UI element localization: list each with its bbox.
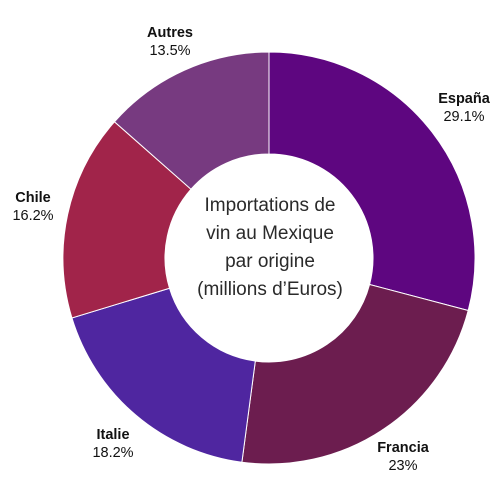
label-italie-value: 18.2% [92, 445, 134, 461]
label-francia-value: 23% [388, 458, 418, 474]
label-italie: Italie 18.2% [78, 426, 148, 462]
label-chile: Chile 16.2% [0, 189, 66, 225]
label-italie-category: Italie [96, 427, 130, 443]
label-chile-value: 16.2% [12, 208, 54, 224]
label-francia: Francia 23% [368, 439, 438, 475]
label-autres-value: 13.5% [149, 43, 191, 59]
label-autres: Autres 13.5% [134, 24, 206, 60]
chart-title-line-1: Importations de [204, 195, 336, 216]
slice-francia [241, 283, 469, 465]
donut-hole [165, 154, 373, 362]
label-autres-category: Autres [147, 25, 193, 41]
slice-espana [268, 51, 476, 312]
label-espana-category: España [438, 91, 490, 107]
chart-title-line-2: vin au Mexique [206, 223, 334, 244]
label-espana-value: 29.1% [443, 109, 485, 125]
label-chile-category: Chile [15, 190, 51, 206]
label-espana: España 29.1% [428, 90, 500, 126]
chart-title-line-4: (millions d’Euros) [197, 279, 343, 300]
chart-title-line-3: par origine [225, 251, 315, 272]
chart-title: Importations de vin au Mexique par origi… [168, 192, 372, 304]
slice-chile [62, 121, 192, 319]
label-francia-category: Francia [377, 440, 429, 456]
slice-italie [71, 287, 256, 463]
slice-autres [113, 51, 270, 190]
